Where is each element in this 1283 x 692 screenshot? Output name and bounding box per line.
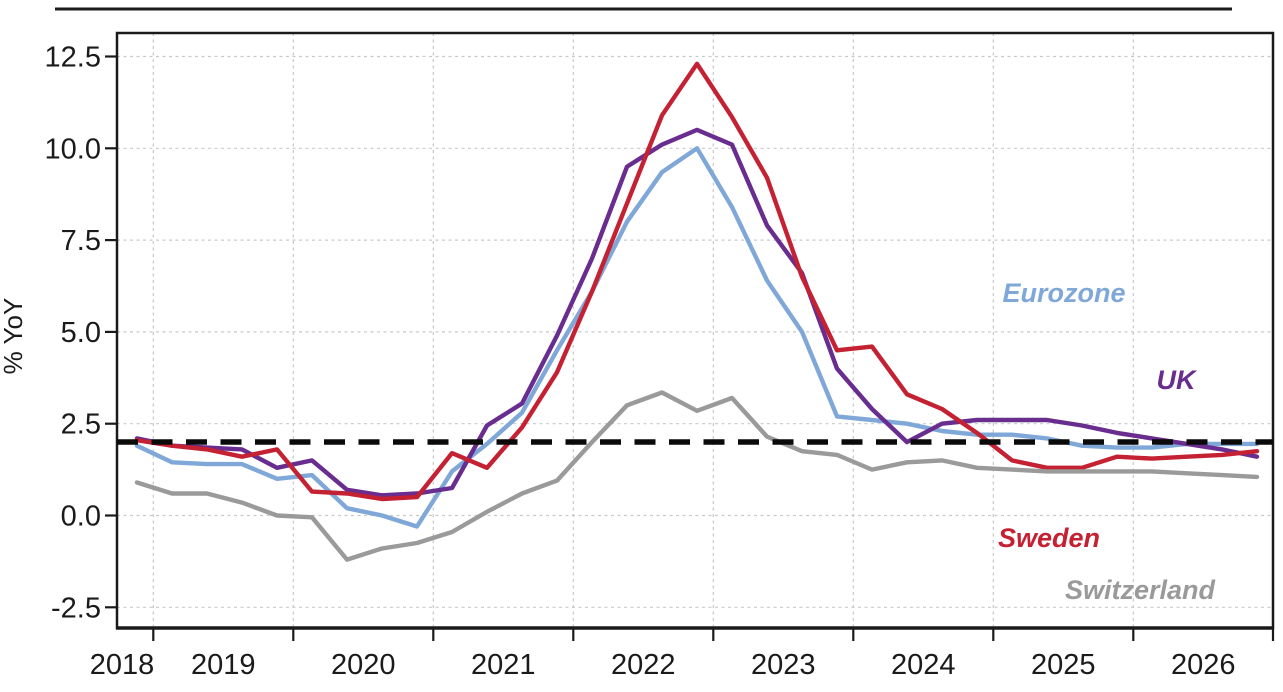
uk-line: [134, 127, 1260, 498]
y-tick-label: 2.5: [61, 409, 101, 441]
uk-series-label: UK: [1157, 365, 1198, 395]
x-year-label: 2024: [891, 649, 956, 681]
eurozone-line: [134, 146, 1260, 529]
x-year-label: 2021: [471, 649, 536, 681]
switzerland-series-label: Switzerland: [1065, 575, 1216, 605]
sweden-series-label: Sweden: [998, 523, 1100, 553]
y-tick-label: 7.5: [61, 225, 101, 257]
x-year-label: 2019: [191, 649, 256, 681]
x-year-label: 2023: [751, 649, 816, 681]
x-year-label: 2020: [331, 649, 396, 681]
sweden-line: [134, 61, 1260, 502]
switzerland-line: [134, 390, 1260, 562]
y-tick-label: 12.5: [45, 42, 101, 74]
y-tick-label: 10.0: [45, 133, 101, 165]
x-year-label: 2018: [90, 649, 155, 681]
x-year-label: 2025: [1031, 649, 1096, 681]
x-year-label: 2026: [1171, 649, 1236, 681]
x-year-label: 2022: [611, 649, 676, 681]
eurozone-series-label: Eurozone: [1002, 278, 1125, 308]
y-tick-label: 0.0: [61, 501, 101, 533]
y-tick-label: -2.5: [51, 592, 101, 624]
y-tick-label: 5.0: [61, 317, 101, 349]
y-axis-title: % YoY: [0, 298, 28, 375]
